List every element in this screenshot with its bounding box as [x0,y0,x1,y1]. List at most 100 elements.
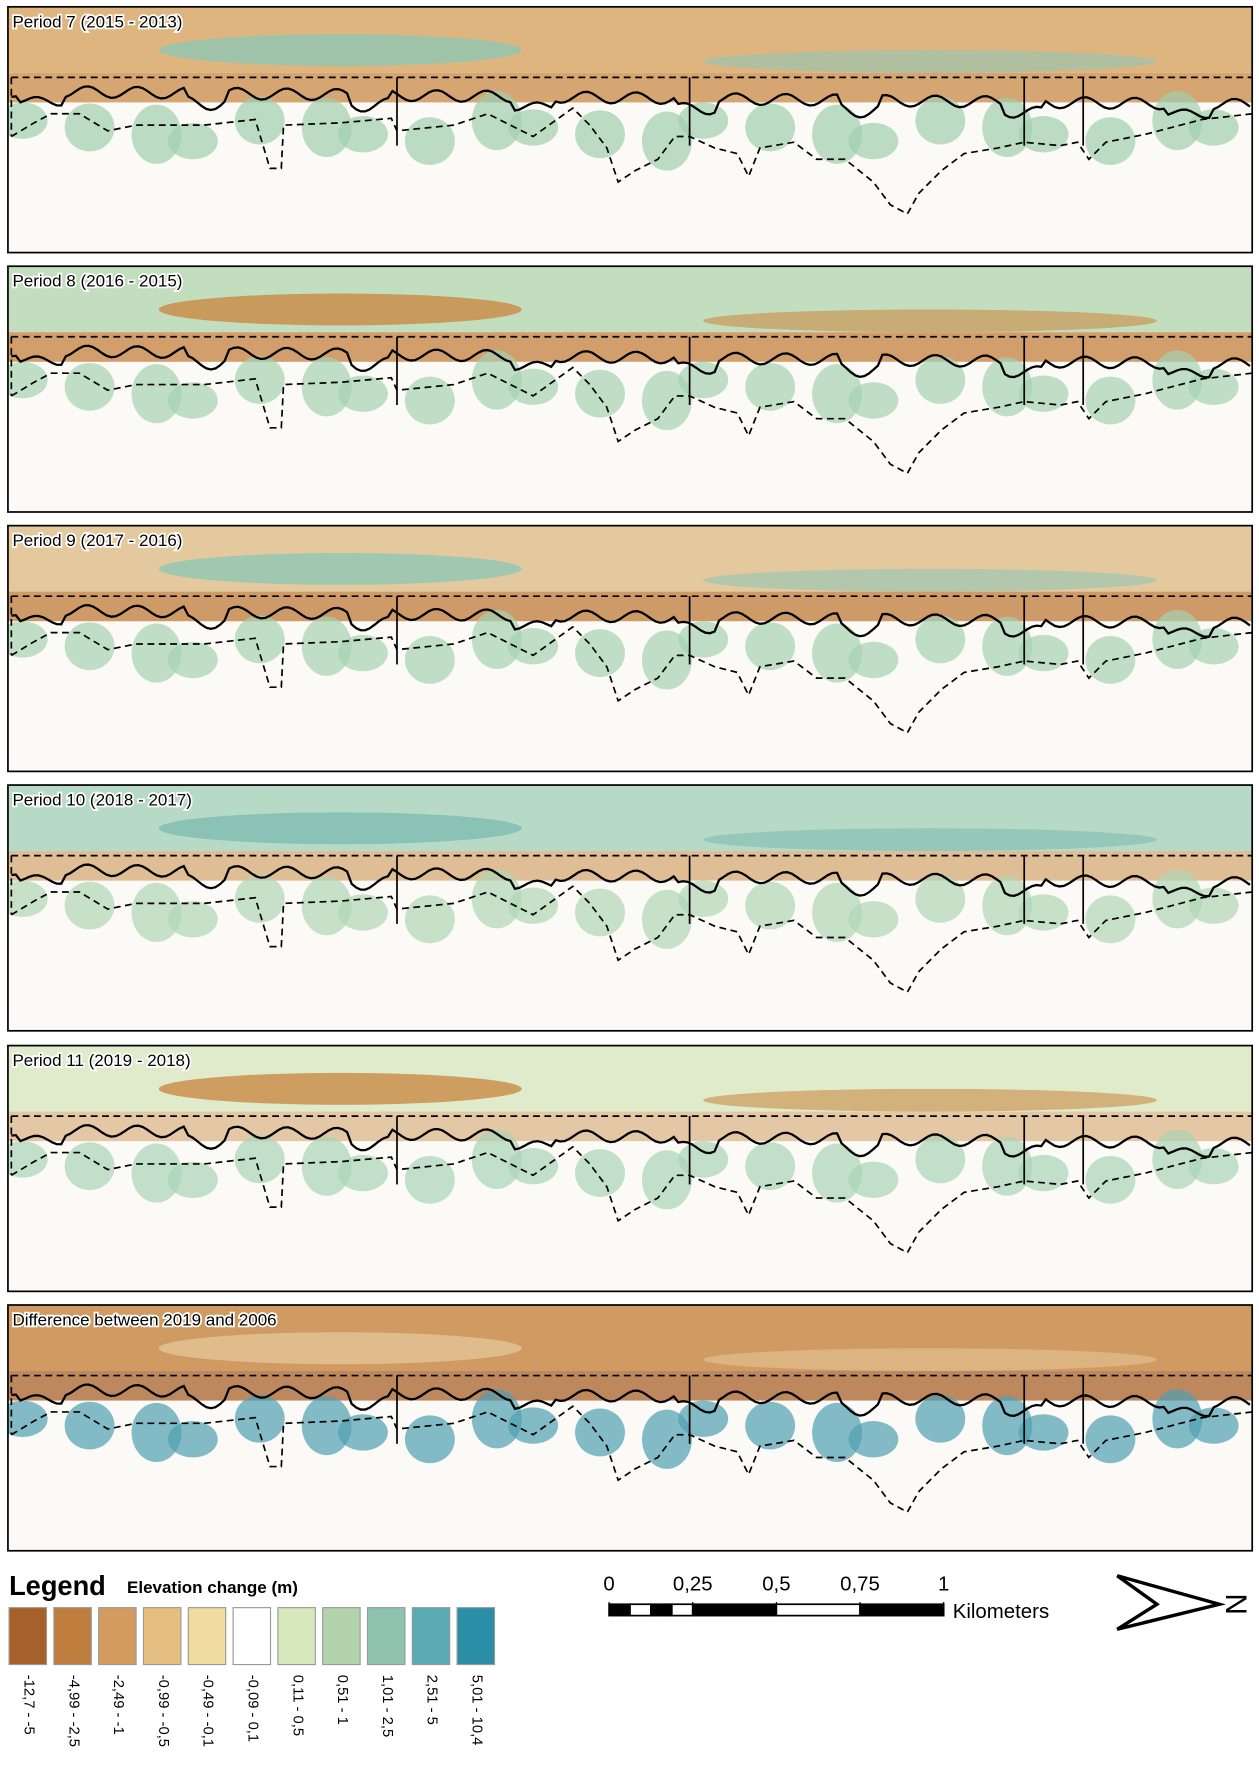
vegetation-patch [65,1142,115,1190]
vegetation-patch [65,882,115,930]
vegetation-patch [1085,1415,1135,1463]
scale-tick-label: 0 [603,1573,614,1596]
vegetation-patch [168,123,218,159]
scale-segment [672,1604,693,1615]
legend-label: 2,51 - 5 [424,1675,440,1725]
vegetation-patch [848,901,898,937]
vegetation-patch [338,894,388,930]
strip-patch [703,1348,1157,1371]
legend-title: Legend [9,1570,106,1601]
legend-swatch [143,1608,180,1665]
vegetation-patch [745,363,795,411]
vegetation-patch [1019,375,1069,411]
vegetation-patch [575,1149,625,1197]
legend-swatch [188,1608,225,1665]
vegetation-patch [65,1402,115,1450]
vegetation-patch [1019,1155,1069,1191]
scale-segment [630,1604,651,1615]
legend-swatch [54,1608,91,1665]
vegetation-patch [168,1162,218,1198]
vegetation-patch [65,622,115,670]
vegetation-patch [915,616,965,664]
map-panel [0,7,1252,253]
vegetation-patch [678,881,728,917]
north-label: N [1220,1594,1253,1615]
vegetation-patch [678,621,728,657]
panel-title: Period 7 (2015 - 2013) [12,12,182,31]
legend-swatch [412,1608,449,1665]
vegetation-patch [338,635,388,671]
vegetation-patch [575,1409,625,1457]
vegetation-patch [338,1414,388,1450]
vegetation-patch [575,110,625,158]
vegetation-patch [338,1155,388,1191]
strip-patch [159,812,522,844]
vegetation-patch [575,370,625,418]
legend-label: -0,99 - -0,5 [155,1675,171,1747]
legend-swatch [99,1608,136,1665]
scale-segment [860,1604,944,1615]
map-panel [0,526,1252,772]
legend-subtitle: Elevation change (m) [127,1578,298,1597]
legend-swatch [367,1608,404,1665]
strip-patch [159,294,522,326]
legend-label: -0,49 - -0,1 [200,1675,216,1747]
map-panel [0,1305,1252,1551]
scale-segment [609,1604,630,1615]
scale-segment [776,1604,860,1615]
panel-title: Period 11 (2019 - 2018) [12,1051,190,1070]
strip-patch [703,569,1157,592]
strip-patch [159,34,522,66]
vegetation-patch [405,377,455,425]
vegetation-patch [1019,116,1069,152]
legend-label: 0,51 - 1 [334,1675,350,1725]
vegetation-patch [168,1421,218,1457]
panel-title: Period 10 (2018 - 2017) [12,791,191,810]
vegetation-patch [1085,117,1135,165]
map-panel [0,1046,1252,1292]
north-arrow-shape [1117,1576,1219,1629]
vegetation-patch [848,382,898,418]
vegetation-patch [1019,1414,1069,1450]
panel-title: Difference between 2019 and 2006 [12,1310,276,1329]
legend-swatch [9,1608,46,1665]
vegetation-patch [745,104,795,152]
strip-patch [703,309,1157,332]
vegetation-patch [915,1135,965,1183]
strip-patch [159,1073,522,1105]
scale-tick-label: 0,75 [840,1573,880,1596]
map-panel [0,266,1252,512]
strip-patch [703,1089,1157,1112]
vegetation-patch [1085,895,1135,943]
vegetation-patch [915,1395,965,1443]
vegetation-patch [678,102,728,138]
vegetation-patch [168,642,218,678]
vegetation-patch [678,362,728,398]
north-arrow: N [1117,1576,1253,1629]
vegetation-patch [1019,894,1069,930]
legend-swatch [323,1608,360,1665]
vegetation-patch [405,895,455,943]
vegetation-patch [338,116,388,152]
legend-label: -2,49 - -1 [110,1675,126,1735]
vegetation-patch [848,123,898,159]
vegetation-patch [65,363,115,411]
legend-label: 1,01 - 2,5 [379,1675,395,1737]
legend-swatch [233,1608,270,1665]
vegetation-patch [405,636,455,684]
strip-patch [703,50,1157,73]
strip-patch [703,828,1157,851]
vegetation-patch [745,1402,795,1450]
vegetation-patch [848,1162,898,1198]
vegetation-patch [1085,377,1135,425]
panel-title: Period 8 (2016 - 2015) [12,272,182,291]
vegetation-patch [1019,635,1069,671]
legend-label: -4,99 - -2,5 [65,1675,81,1747]
vegetation-patch [745,882,795,930]
vegetation-patch [745,622,795,670]
vegetation-patch [678,1141,728,1177]
figure: Period 7 (2015 - 2013) Period 8 (2016 - 2… [0,0,1259,1784]
legend: Legend Elevation change (m) -12,7 - -5-4… [9,1570,494,1747]
scale-unit: Kilometers [953,1600,1049,1623]
vegetation-patch [405,1415,455,1463]
